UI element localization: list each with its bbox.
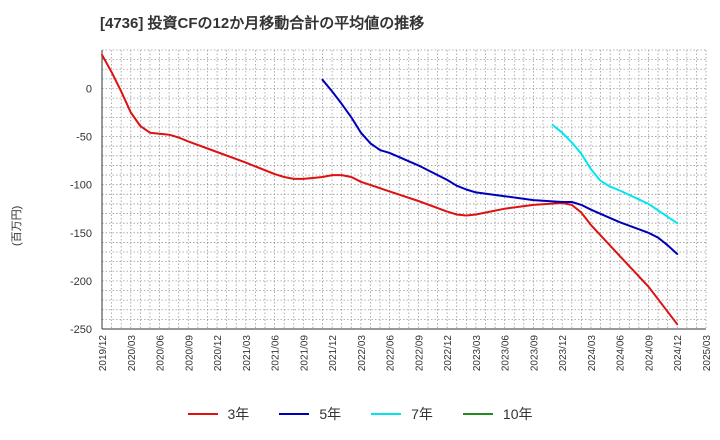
legend-label: 7年 — [411, 406, 433, 422]
legend-item: 5年 — [279, 404, 341, 424]
grid-layer — [101, 49, 707, 330]
y-tick-label: -150 — [70, 228, 92, 240]
x-tick-label: 2023/09 — [529, 335, 540, 372]
chart-title: [4736] 投資CFの12か月移動合計の平均値の推移 — [100, 15, 425, 32]
x-tick-label: 2023/06 — [501, 335, 512, 372]
x-tick-label: 2022/03 — [357, 335, 368, 372]
x-tick-label: 2021/09 — [299, 335, 310, 372]
legend-swatch — [371, 413, 402, 415]
x-tick-label: 2020/03 — [127, 335, 138, 372]
series-line-3 — [551, 124, 679, 225]
x-tick-label: 2020/09 — [184, 335, 195, 372]
x-tick-label: 2022/09 — [414, 335, 425, 372]
legend-swatch — [279, 413, 310, 415]
x-tick-label: 2020/12 — [213, 335, 224, 372]
x-tick-label: 2022/12 — [443, 335, 454, 372]
series-layer — [101, 53, 679, 326]
x-tick-label: 2021/06 — [271, 335, 282, 372]
series-line-2 — [321, 78, 679, 255]
x-tick-label: 2021/03 — [242, 335, 253, 372]
axis-layer — [101, 50, 706, 330]
y-tick-label: 0 — [86, 83, 92, 95]
x-tick-label: 2024/06 — [616, 335, 627, 372]
tick-label-layer: 0 -50 -100 -150 -200 -250 2019/12 2020/03 2020/0… — [70, 83, 713, 371]
y-tick-label: -250 — [70, 324, 92, 336]
y-tick-label: -100 — [70, 180, 92, 192]
y-tick-label: -200 — [70, 276, 92, 288]
x-tick-label: 2021/12 — [328, 335, 339, 372]
series-line-1 — [101, 53, 679, 326]
legend-label: 10年 — [502, 406, 533, 422]
x-tick-label: 2025/03 — [702, 335, 713, 372]
x-tick-label: 2024/03 — [587, 335, 598, 372]
legend-item: 10年 — [462, 404, 533, 424]
legend-label: 5年 — [319, 406, 342, 422]
x-tick-label: 2024/12 — [673, 335, 684, 372]
x-tick-label: 2023/03 — [472, 335, 483, 372]
legend-swatch — [187, 413, 218, 415]
x-tick-label: 2020/06 — [156, 335, 167, 372]
x-tick-label: 2024/09 — [644, 335, 655, 372]
y-tick-label: -50 — [76, 132, 92, 144]
x-tick-label: 2019/12 — [98, 335, 109, 372]
legend-label: 3年 — [227, 406, 250, 422]
legend-swatch — [462, 413, 493, 415]
legend: 3年 5年 7年 10年 — [0, 404, 720, 424]
x-tick-label: 2022/06 — [386, 335, 397, 372]
legend-item: 3年 — [187, 404, 250, 424]
legend-item: 7年 — [371, 404, 433, 424]
x-tick-label: 2023/12 — [558, 335, 569, 372]
